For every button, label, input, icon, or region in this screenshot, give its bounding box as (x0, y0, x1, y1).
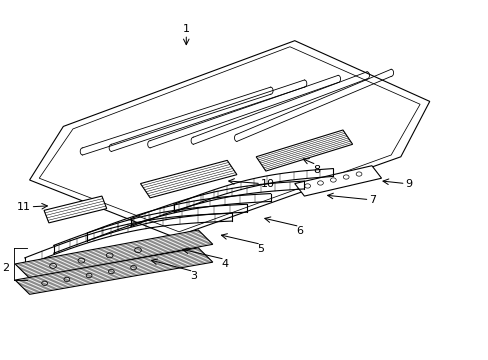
Text: 11: 11 (17, 202, 30, 212)
Polygon shape (140, 160, 236, 198)
Text: 5: 5 (257, 244, 264, 254)
Polygon shape (256, 130, 352, 171)
Text: 2: 2 (2, 262, 9, 273)
Polygon shape (294, 166, 381, 196)
Text: 9: 9 (405, 179, 412, 189)
Text: 8: 8 (312, 165, 319, 175)
Text: 7: 7 (369, 195, 376, 204)
Text: 4: 4 (221, 259, 228, 269)
Polygon shape (15, 230, 212, 278)
Text: 1: 1 (183, 24, 189, 34)
Text: 10: 10 (261, 179, 274, 189)
Text: 3: 3 (190, 271, 197, 282)
Polygon shape (15, 248, 212, 294)
Text: 6: 6 (295, 226, 303, 237)
Polygon shape (30, 41, 429, 237)
Polygon shape (44, 196, 106, 223)
